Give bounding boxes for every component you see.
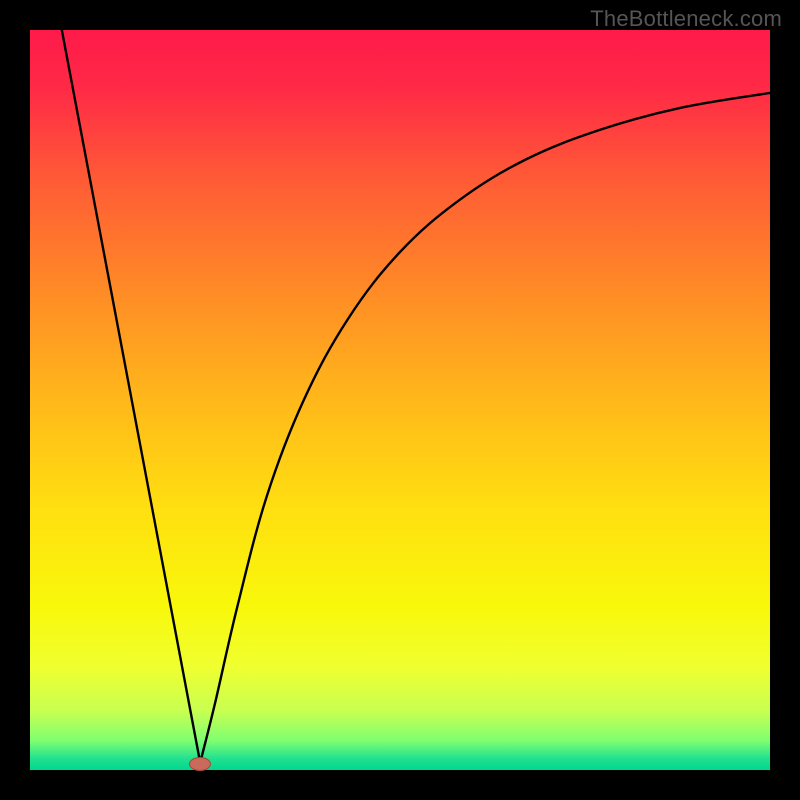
bottleneck-curve [30,30,770,770]
chart-plot-area [30,30,770,770]
minimum-marker [189,757,211,771]
watermark-text: TheBottleneck.com [590,6,782,32]
